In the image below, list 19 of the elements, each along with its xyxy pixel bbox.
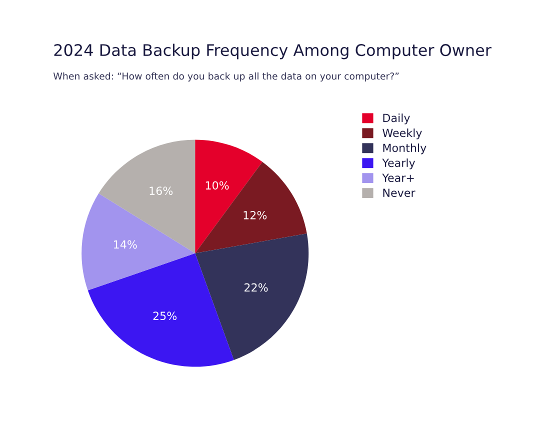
legend-label: Year+ <box>382 174 414 182</box>
legend-label: Monthly <box>383 143 426 154</box>
chart-title: 2024 Data Backup Frequency Among Computer Owner <box>54 44 492 60</box>
data-label: 10% <box>206 181 229 190</box>
pie-slice <box>98 140 196 254</box>
pie-slice <box>82 193 196 290</box>
legend-label: Weekly <box>382 128 422 140</box>
legend-label: Yearly <box>382 158 416 170</box>
data-label: 12% <box>244 210 267 220</box>
pie-slice <box>88 253 234 367</box>
data-label: 25% <box>153 312 177 320</box>
data-label: 14% <box>114 240 137 249</box>
legend-label: Daily <box>383 114 410 124</box>
data-label: 22% <box>244 283 268 292</box>
chart-subtitle: When asked: “How often do you back up all the data on your computer?” <box>53 72 399 82</box>
data-label: 16% <box>150 186 173 195</box>
legend-label: Never <box>383 188 416 198</box>
pie-slice <box>195 234 309 360</box>
pie-slice <box>195 162 307 254</box>
